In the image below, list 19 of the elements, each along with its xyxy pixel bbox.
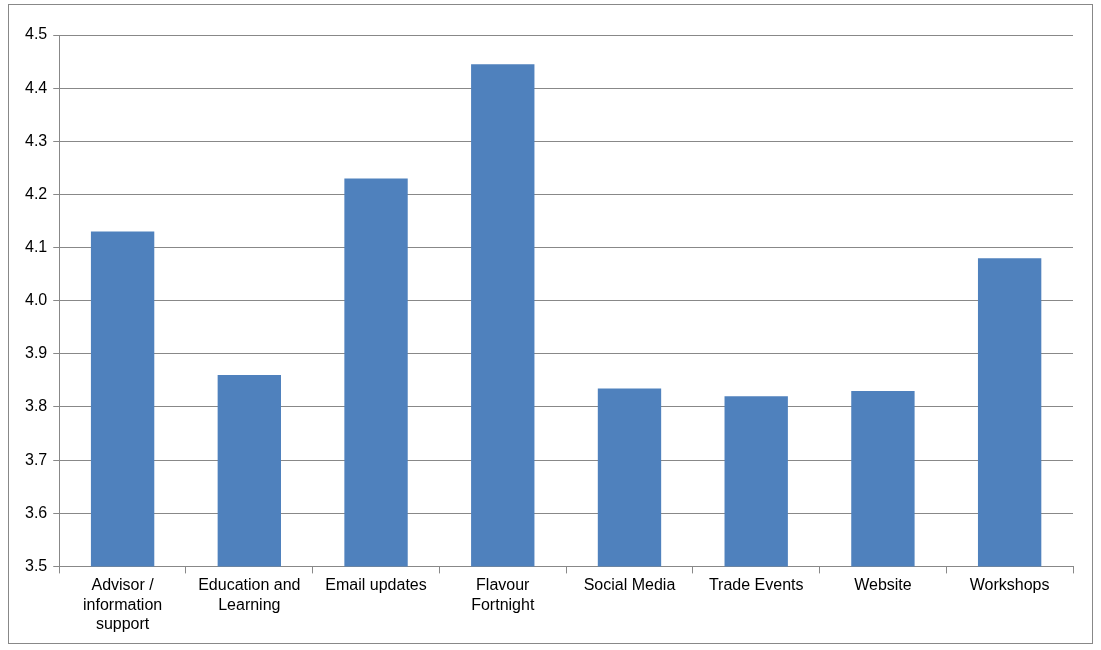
x-tick-label: Flavour Fortnight xyxy=(471,576,535,613)
y-tick-label: 4.5 xyxy=(24,25,48,43)
y-tick-label: 3.9 xyxy=(24,344,48,362)
y-tick-label: 3.8 xyxy=(24,397,48,415)
y-tick-label: 4.0 xyxy=(24,291,48,309)
x-tick-label: Workshops xyxy=(969,576,1050,594)
x-tick-label: Email updates xyxy=(325,576,427,594)
y-tick-label: 4.2 xyxy=(24,184,48,202)
y-tick-label: 4.1 xyxy=(24,237,48,255)
x-tick-label: Education and Learning xyxy=(198,576,301,613)
y-tick-label: 4.3 xyxy=(24,131,48,149)
y-tick-label: 3.7 xyxy=(24,450,48,468)
x-tick-label: Website xyxy=(854,576,912,594)
y-tick-label: 4.4 xyxy=(24,78,48,96)
x-tick-label: Social Media xyxy=(583,576,676,594)
x-tick-label: Advisor / information support xyxy=(83,576,163,632)
y-tick-label: 3.6 xyxy=(24,503,48,521)
y-tick-label: 3.5 xyxy=(24,556,48,574)
x-tick-label: Trade Events xyxy=(708,576,804,594)
